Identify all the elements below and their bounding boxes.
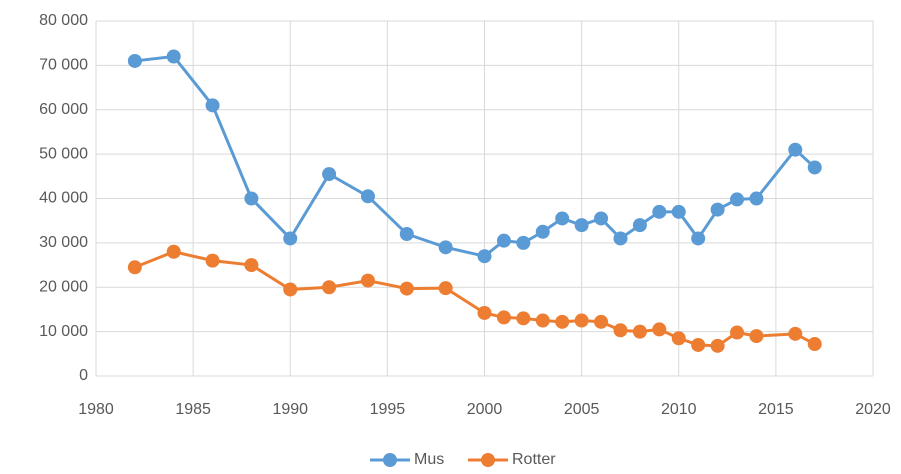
x-tick-label: 1990: [272, 401, 308, 418]
data-point: [535, 313, 550, 328]
data-point: [613, 323, 628, 338]
data-point: [594, 211, 609, 226]
data-point: [244, 258, 259, 273]
y-tick-label: 80 000: [39, 12, 88, 29]
data-point: [360, 189, 375, 204]
y-tick-label: 20 000: [39, 278, 88, 295]
data-point: [127, 53, 142, 68]
data-point: [360, 273, 375, 288]
data-point: [691, 231, 706, 246]
data-point: [555, 211, 570, 226]
data-point: [555, 314, 570, 329]
data-point: [496, 233, 511, 248]
data-point: [613, 231, 628, 246]
x-tick-label: 2000: [467, 401, 503, 418]
y-tick-label: 0: [79, 367, 88, 384]
data-point: [671, 204, 686, 219]
data-point: [807, 337, 822, 352]
data-point: [788, 326, 803, 341]
data-point: [574, 218, 589, 233]
data-point: [166, 244, 181, 259]
data-point: [652, 322, 667, 337]
data-point: [322, 167, 337, 182]
data-point: [516, 311, 531, 326]
x-tick-label: 2015: [758, 401, 794, 418]
y-tick-label: 40 000: [39, 190, 88, 207]
x-tick-label: 2010: [661, 401, 697, 418]
data-point: [632, 324, 647, 339]
legend-marker: [481, 453, 495, 467]
data-point: [788, 142, 803, 157]
data-point: [516, 235, 531, 250]
y-tick-label: 50 000: [39, 145, 88, 162]
data-point: [438, 240, 453, 255]
data-point: [710, 338, 725, 353]
y-tick-label: 10 000: [39, 323, 88, 340]
data-point: [671, 331, 686, 346]
y-tick-label: 70 000: [39, 57, 88, 74]
data-point: [730, 325, 745, 340]
data-point: [496, 310, 511, 325]
data-point: [749, 329, 764, 344]
data-point: [594, 314, 609, 329]
data-point: [283, 282, 298, 297]
y-tick-label: 30 000: [39, 234, 88, 251]
data-point: [477, 305, 492, 320]
data-point: [807, 160, 822, 175]
data-point: [283, 231, 298, 246]
data-point: [652, 204, 667, 219]
data-point: [205, 253, 220, 268]
data-point: [127, 260, 142, 275]
legend-label: Mus: [414, 451, 444, 468]
legend-marker: [383, 453, 397, 467]
x-tick-label: 2020: [855, 401, 891, 418]
data-point: [399, 227, 414, 241]
legend-label: Rotter: [512, 451, 556, 468]
data-point: [710, 202, 725, 217]
data-point: [730, 192, 745, 207]
y-tick-label: 60 000: [39, 101, 88, 118]
series-line: [134, 54, 816, 258]
data-point: [166, 49, 181, 64]
data-point: [574, 313, 589, 328]
data-point: [477, 249, 492, 264]
data-point: [535, 224, 550, 239]
data-point: [244, 191, 259, 206]
x-tick-label: 1980: [78, 401, 114, 418]
x-tick-label: 2005: [564, 401, 600, 418]
x-tick-label: 1985: [175, 401, 211, 418]
data-point: [691, 337, 706, 352]
data-point: [322, 280, 337, 295]
data-point: [438, 281, 453, 296]
data-point: [205, 98, 220, 113]
data-point: [749, 191, 764, 206]
data-point: [399, 281, 414, 296]
data-point: [632, 218, 647, 233]
x-tick-label: 1995: [370, 401, 406, 418]
